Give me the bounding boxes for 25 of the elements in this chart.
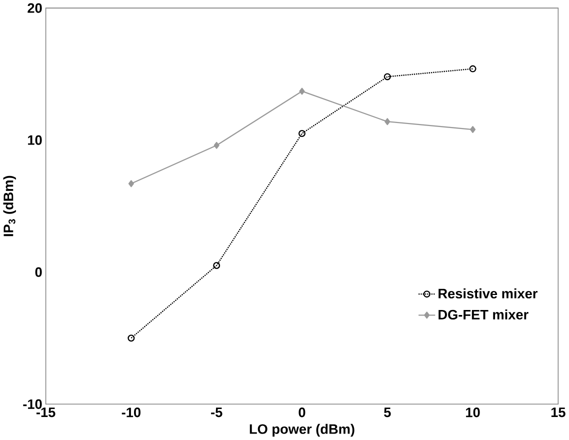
- y-tick-label: -10: [23, 399, 42, 410]
- point: [470, 126, 476, 134]
- point: [469, 65, 476, 72]
- point: [298, 130, 306, 138]
- y-tick-label: 0: [35, 267, 42, 277]
- x-tick-label: 5: [384, 408, 391, 418]
- x-axis-title: LO power (dBm): [250, 424, 354, 437]
- x-tick-label: -5: [211, 408, 222, 418]
- point: [128, 334, 135, 342]
- legend-label: DG-FET mixer: [438, 310, 528, 320]
- x-tick-label: -10: [122, 408, 140, 418]
- legend-label: Resistive mixer: [438, 288, 538, 298]
- y-axis-title: IP$_{3}$ (dBm): [3, 176, 16, 236]
- point: [384, 73, 391, 80]
- y-tick-label: 20: [28, 3, 42, 13]
- x-tick-label: -15: [36, 408, 56, 418]
- point: [299, 88, 305, 95]
- x-tick-label: 0: [298, 408, 306, 418]
- x-tick-label: 15: [551, 408, 566, 418]
- point: [214, 142, 220, 149]
- y-tick-label: 10: [28, 135, 42, 145]
- point: [128, 180, 134, 188]
- point: [384, 118, 390, 126]
- x-tick-label: 10: [466, 408, 480, 418]
- point: [213, 262, 220, 270]
